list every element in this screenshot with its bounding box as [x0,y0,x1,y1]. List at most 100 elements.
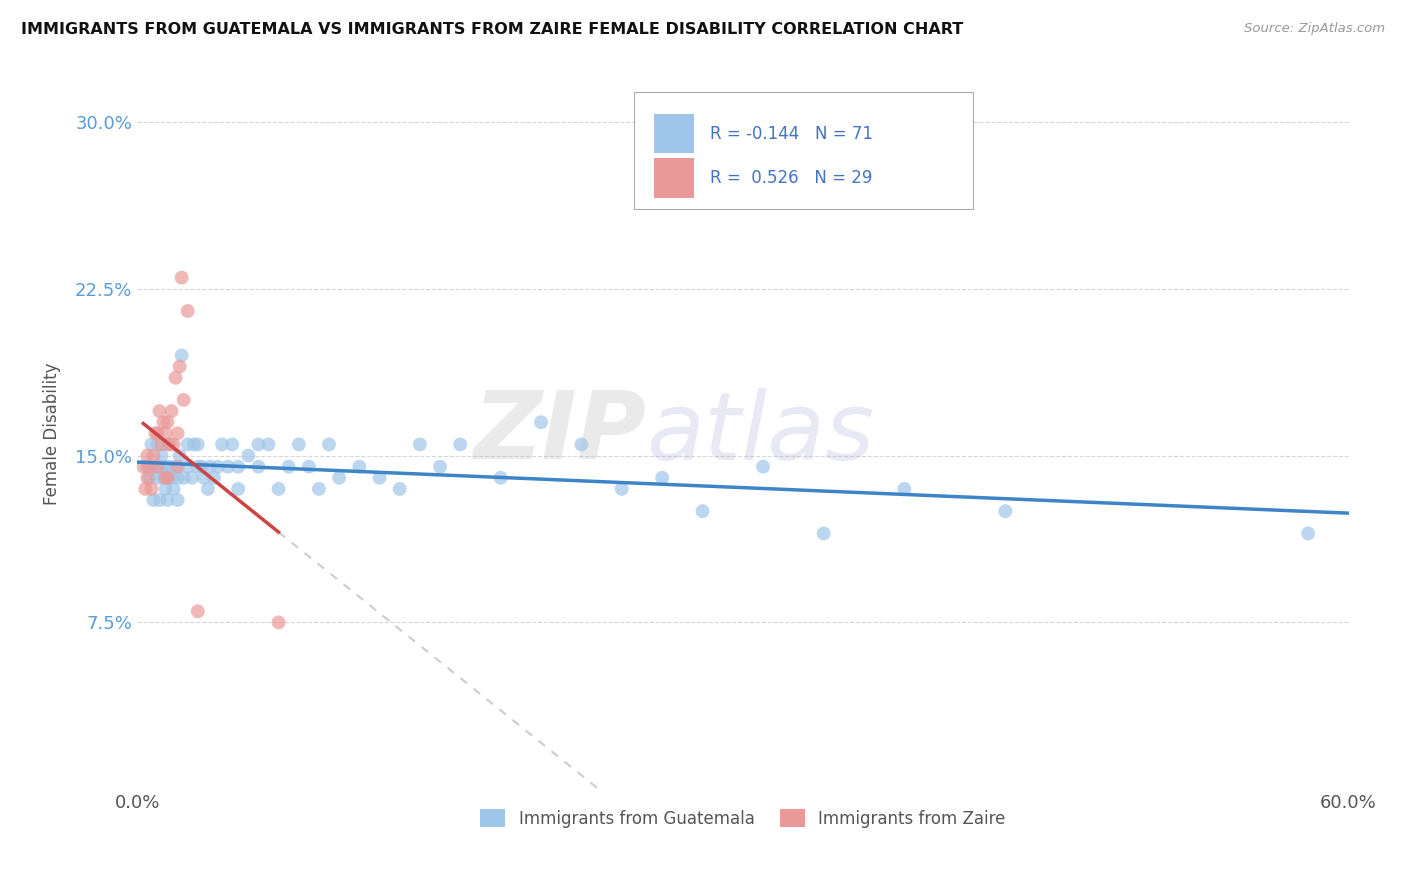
Point [173,392,195,407]
Point [136,449,159,463]
Point [177,437,200,451]
Point [349,459,371,474]
Legend: Immigrants from Guatemala, Immigrants from Zaire: Immigrants from Guatemala, Immigrants fr… [474,803,1012,834]
Point [247,459,270,474]
Point [152,471,174,485]
Point [180,471,202,485]
Point [155,426,177,441]
Point [187,437,209,451]
Point [169,449,191,463]
Point [173,471,195,485]
Point [187,604,209,618]
Point [160,404,183,418]
Y-axis label: Female Disability: Female Disability [44,362,60,505]
Point [165,370,187,384]
Point [146,426,169,441]
Point [142,449,165,463]
Point [155,482,177,496]
Point [156,471,179,485]
Point [170,349,193,363]
Point [893,482,915,496]
Point [692,504,714,518]
Point [162,437,184,451]
Point [169,359,191,374]
Text: R = -0.144   N = 71: R = -0.144 N = 71 [710,125,873,143]
Point [211,437,233,451]
Point [651,471,673,485]
Point [409,437,432,451]
Point [1296,526,1319,541]
Point [571,437,593,451]
Point [221,437,243,451]
Point [138,471,160,485]
Point [146,437,169,451]
Point [277,459,299,474]
Point [160,471,183,485]
Text: atlas: atlas [645,388,875,479]
Point [489,471,512,485]
Point [132,459,155,474]
Point [148,404,170,418]
Point [318,437,340,451]
Point [150,437,173,451]
Point [388,482,411,496]
Point [198,459,221,474]
Point [150,449,173,463]
Point [226,482,249,496]
FancyBboxPatch shape [654,114,695,153]
Point [136,459,159,474]
Text: IMMIGRANTS FROM GUATEMALA VS IMMIGRANTS FROM ZAIRE FEMALE DISABILITY CORRELATION: IMMIGRANTS FROM GUATEMALA VS IMMIGRANTS … [21,22,963,37]
Point [530,415,553,429]
Point [191,459,214,474]
Point [165,459,187,474]
Point [150,459,173,474]
Point [148,493,170,508]
Point [138,459,160,474]
Point [152,415,174,429]
Point [156,437,179,451]
Point [449,437,471,451]
Point [187,459,209,474]
Point [141,437,163,451]
Point [247,437,270,451]
Point [287,437,309,451]
Point [994,504,1017,518]
FancyBboxPatch shape [654,159,695,197]
Point [226,459,249,474]
Point [166,493,188,508]
Point [197,482,219,496]
Point [156,493,179,508]
Point [134,482,156,496]
Point [141,482,163,496]
Point [166,426,188,441]
Point [298,459,321,474]
Point [610,482,633,496]
Point [752,459,775,474]
Point [193,471,215,485]
Point [368,471,391,485]
Point [267,482,290,496]
Point [166,471,188,485]
Point [328,471,350,485]
Point [166,459,188,474]
Point [155,459,177,474]
Point [257,437,280,451]
Point [159,437,181,451]
Point [177,459,200,474]
Point [159,459,181,474]
Point [142,493,165,508]
Point [170,270,193,285]
Point [217,459,239,474]
Point [156,471,179,485]
Point [146,459,169,474]
Point [136,471,159,485]
Text: R =  0.526   N = 29: R = 0.526 N = 29 [710,169,873,187]
Point [155,471,177,485]
Point [207,459,229,474]
Point [156,415,179,429]
Point [146,459,169,474]
Point [813,526,835,541]
Point [145,426,167,441]
Text: Source: ZipAtlas.com: Source: ZipAtlas.com [1244,22,1385,36]
Point [238,449,260,463]
